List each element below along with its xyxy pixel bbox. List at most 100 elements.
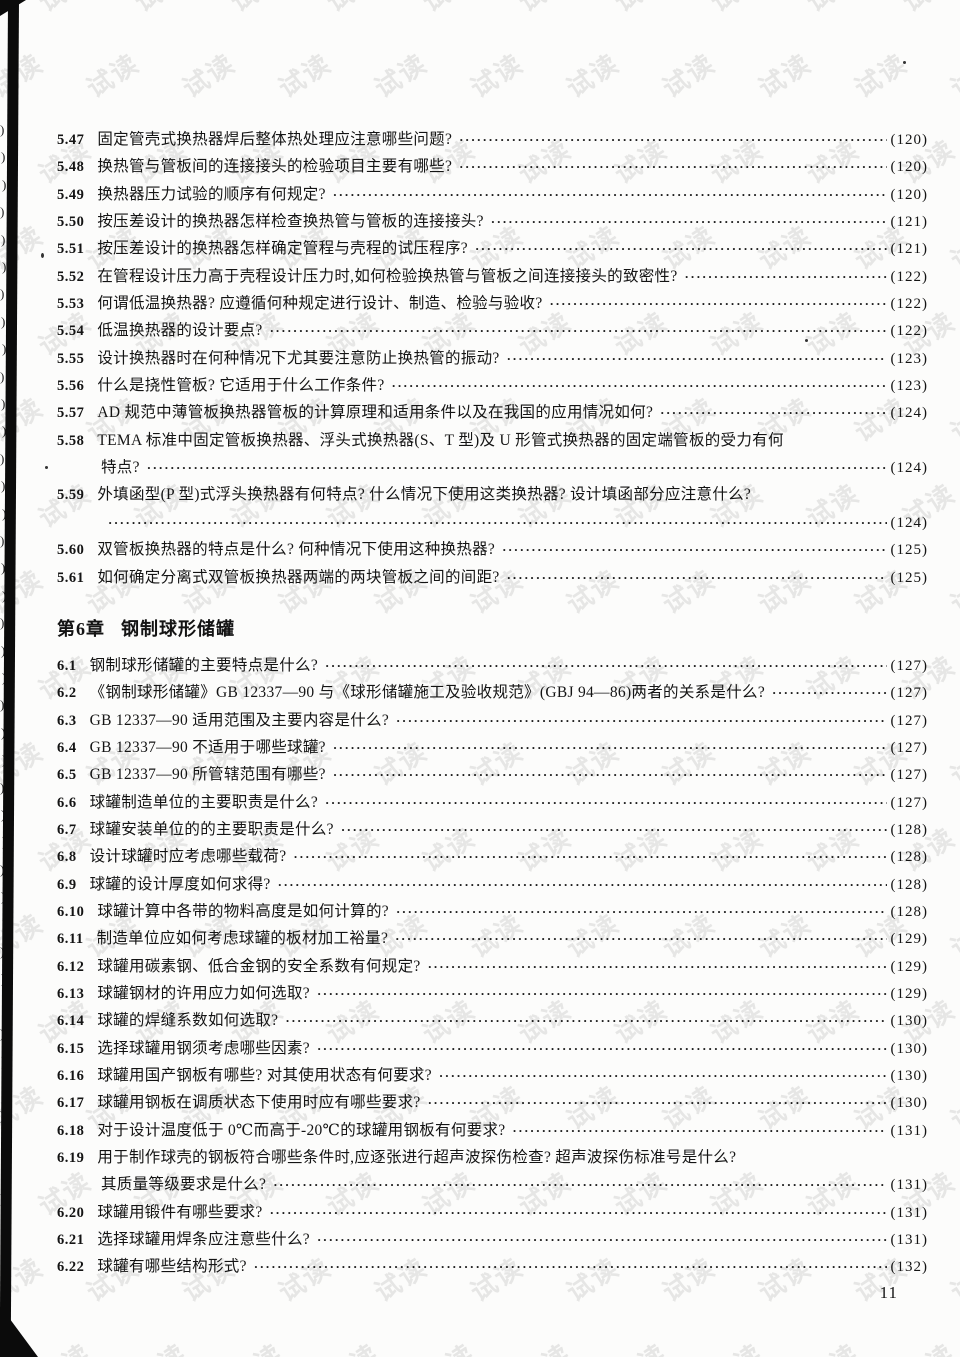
toc-entry-row: 6.17 球罐用钢板在调质状态下使用时应有哪些要求? ···············… (57, 1089, 928, 1116)
toc-entry-row: 6.20 球罐用锻件有哪些要求? ·························… (57, 1199, 928, 1226)
dot-leader: ········································… (512, 1122, 887, 1138)
entry-page-number: (131) (890, 1204, 928, 1221)
toc-entry-row: 6.5 GB 12337—90 所管辖范围有哪些? ················… (57, 761, 928, 788)
bleedthrough-paren: ) (0, 368, 5, 384)
dot-leader: ········································… (660, 405, 886, 421)
entry-page-number: (122) (890, 268, 928, 285)
entry-text: TEMA 标准中固定管板换热器、浮头式换热器(S、T 型)及 U 形管式换热器的… (97, 431, 784, 449)
entry-number: 6.1 (57, 657, 77, 674)
entry-number: 5.52 (57, 268, 85, 285)
toc-entry-row: 6.16 球罐用国产钢板有哪些? 对其使用状态有何要求? ·············… (57, 1062, 928, 1089)
watermark-stamp: 试读 (318, 0, 385, 19)
bleedthrough-paren: ) (1, 478, 6, 494)
entry-page-number: (124) (890, 460, 928, 477)
entry-number: 5.57 (57, 405, 85, 422)
toc-entry-row: 6.21 选择球罐用焊条应注意些什么? ······················… (57, 1226, 928, 1253)
entry-number: 6.12 (57, 958, 85, 975)
entry-page-number: (131) (890, 1232, 928, 1249)
entry-page-number: (121) (890, 241, 928, 258)
entry-text: 球罐制造单位的主要职责是什么? (89, 793, 319, 811)
entry-number: 6.10 (57, 903, 85, 920)
entry-text: 球罐用碳素钢、低合金钢的安全系数有何规定? (97, 957, 421, 975)
entry-text: 如何确定分离式双管板换热器两端的两块管板之间的间距? (97, 568, 500, 586)
toc-entry-row: 6.1 钢制球形储罐的主要特点是什么? ······················… (57, 652, 928, 679)
binding-top-wedge (0, 0, 26, 16)
entry-text: 双管板换热器的特点是什么? 何种情况下使用这种换热器? (97, 541, 496, 559)
entry-number: 5.58 (57, 432, 85, 449)
toc-entry-row: 6.12 球罐用碳素钢、低合金钢的安全系数有何规定? ···············… (57, 953, 928, 980)
dot-leader: ········································… (325, 657, 887, 673)
watermark-stamp: 试读 (510, 0, 577, 19)
entry-number: 5.60 (57, 542, 85, 559)
entry-number: 6.20 (57, 1204, 85, 1221)
dot-leader: ········································… (396, 712, 887, 728)
chapter-label: 第6章 (57, 618, 105, 639)
entry-number: 6.7 (57, 821, 77, 838)
dot-leader: ········································… (506, 569, 887, 585)
watermark-stamp: 试读 (81, 47, 145, 104)
watermark-stamp: 试读 (30, 0, 97, 19)
entry-number: 6.18 (57, 1122, 85, 1139)
entry-number: 5.59 (57, 487, 85, 504)
dot-leader: ········································… (277, 876, 887, 892)
entry-number: 5.47 (57, 132, 85, 148)
toc-entry-row: 6.18 对于设计温度低于 0℃而高于-20℃的球罐用钢板有何要求? ·······… (57, 1117, 928, 1144)
dot-leader: ········································… (325, 794, 887, 810)
entry-number: 6.16 (57, 1068, 85, 1084)
entry-page-number: (128) (890, 849, 928, 866)
dust-speck (45, 466, 48, 469)
entry-page-number: (120) (890, 132, 928, 148)
entry-page-number: (122) (890, 323, 928, 340)
toc-entry-row: 5.50 按压差设计的换热器怎样检查换热管与管板的连接接头? ···········… (57, 208, 928, 235)
toc-entry-row: 5.53 何谓低温换热器? 应遵循何种规定进行设计、制造、检验与验收? ······… (57, 290, 928, 317)
toc-entry-row: 6.11 制造单位应如何考虑球罐的板材加工裕量? ·················… (57, 925, 928, 952)
dot-leader: ········································… (332, 767, 887, 783)
dust-speck (41, 253, 44, 258)
bleedthrough-paren: ) (0, 533, 5, 548)
entry-page-number: (120) (890, 159, 928, 176)
entry-text: 制造单位应如何考虑球罐的板材加工裕量? (96, 930, 389, 948)
entry-number: 6.17 (57, 1095, 85, 1112)
entry-number: 6.14 (57, 1013, 85, 1030)
toc-entry-row: 6.6 球罐制造单位的主要职责是什么? ······················… (57, 789, 928, 816)
chapter-heading: 第6章 钢制球形储罐 (57, 616, 928, 643)
watermark-stamp: 试读 (894, 0, 960, 19)
dot-leader: ········································… (506, 350, 887, 366)
entry-page-number: (130) (890, 1013, 928, 1030)
chapter-title: 钢制球形储罐 (121, 618, 235, 639)
page-number: 11 (879, 1283, 898, 1302)
toc-entry-row: 6.15 选择球罐用钢须考虑哪些因素? ······················… (57, 1035, 928, 1062)
dot-leader: ········································… (316, 1040, 887, 1056)
watermark-stamp: 试读 (945, 1079, 960, 1136)
entry-text: 球罐有哪些结构形式? (97, 1258, 247, 1276)
toc-entry-row: 5.58 TEMA 标准中固定管板换热器、浮头式换热器(S、T 型)及 U 形管式… (57, 427, 928, 454)
watermark-stamp: 试读 (798, 1334, 865, 1357)
entry-text: 选择球罐用钢须考虑哪些因素? (97, 1039, 310, 1057)
dot-leader: ········································… (438, 1068, 887, 1083)
dot-leader: ········································… (146, 460, 887, 476)
bleedthrough-paren: ) (1, 560, 6, 576)
entry-text: 球罐计算中各带的物料高度是如何计算的? (97, 902, 389, 920)
entry-text: 球罐安装单位的的主要职责是什么? (89, 820, 334, 838)
entry-number: 5.49 (57, 186, 85, 203)
bleedthrough-paren: ) (2, 259, 7, 274)
entry-number: 6.3 (57, 712, 77, 729)
entry-text: 按压差设计的换热器怎样确定管程与壳程的试压程序? (97, 240, 468, 258)
entry-text: 在管程设计压力高于壳程设计压力时,如何检验换热管与管板之间连接接头的致密性? (97, 267, 678, 285)
entry-text: 什么是挠性管板? 它适用于什么工作条件? (97, 377, 385, 395)
toc-entry-row: 5.51 按压差设计的换热器怎样确定管程与壳程的试压程序? ············… (57, 235, 928, 262)
entry-number: 6.5 (57, 767, 77, 784)
dot-leader: ········································… (502, 542, 886, 558)
entry-page-number: (121) (890, 214, 928, 231)
entry-text: GB 12337—90 所管辖范围有哪些? (89, 766, 326, 784)
bleedthrough-paren: ) (1, 313, 6, 329)
entry-text: AD 规范中薄管板换热器管板的计算原理和适用条件以及在我国的应用情况如何? (97, 404, 654, 422)
toc-entry-row: ········································… (57, 509, 928, 536)
entry-text: 固定管壳式换热器焊后整体热处理应注意哪些问题? (97, 131, 453, 148)
watermark-stamp: 试读 (510, 1334, 577, 1357)
toc-list: 5.47 固定管壳式换热器焊后整体热处理应注意哪些问题? ·············… (57, 126, 928, 1281)
entry-number: 5.51 (57, 241, 85, 258)
dot-leader: ········································… (395, 903, 887, 919)
dot-leader: ········································… (108, 514, 887, 530)
bleedthrough-paren: ) (0, 204, 5, 220)
